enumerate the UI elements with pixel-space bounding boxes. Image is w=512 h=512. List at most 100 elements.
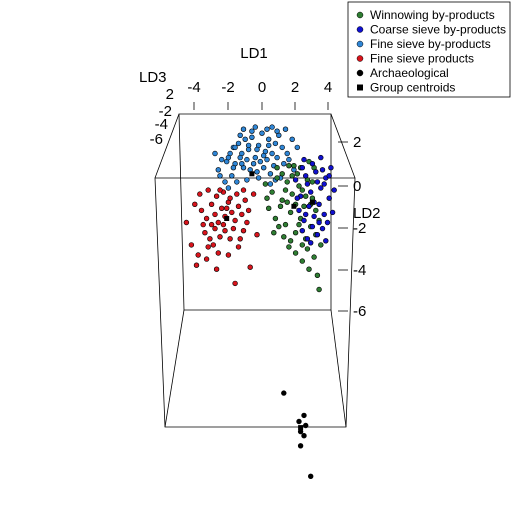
point-coarse-sieve-by-products <box>299 165 305 171</box>
ld3-tick-label: -4 <box>155 116 168 133</box>
point-fine-sieve-by-products <box>219 156 225 163</box>
point-archaeological <box>301 412 307 419</box>
point-fine-sieve-by-products <box>255 175 262 181</box>
point-winnowing-by-products <box>313 207 319 214</box>
point-fine-sieve-products <box>203 256 210 262</box>
ld1-tick-label: 2 <box>291 79 299 96</box>
point-fine-sieve-products <box>240 228 247 234</box>
point-fine-sieve-products <box>217 234 223 240</box>
data-points <box>183 124 337 479</box>
point-fine-sieve-by-products <box>286 156 292 163</box>
point-fine-sieve-by-products <box>266 142 272 149</box>
point-coarse-sieve-by-products <box>329 209 336 216</box>
point-coarse-sieve-by-products <box>304 181 311 187</box>
point-fine-sieve-products <box>210 242 217 248</box>
point-fine-sieve-by-products <box>242 136 248 143</box>
point-coarse-sieve-by-products <box>321 181 327 187</box>
point-coarse-sieve-by-products <box>303 173 309 179</box>
point-winnowing-by-products <box>269 189 275 195</box>
point-fine-sieve-by-products <box>240 126 247 132</box>
point-coarse-sieve-by-products <box>316 219 322 226</box>
point-archaeological <box>297 443 304 449</box>
point-fine-sieve-products <box>203 215 210 222</box>
point-fine-sieve-products <box>220 221 227 228</box>
point-winnowing-by-products <box>271 230 277 236</box>
point-fine-sieve-by-products <box>230 165 237 171</box>
point-fine-sieve-products <box>195 252 201 258</box>
point-fine-sieve-products <box>205 187 211 193</box>
point-winnowing-by-products <box>296 221 302 228</box>
point-winnowing-by-products <box>286 163 292 169</box>
point-coarse-sieve-by-products <box>313 169 319 175</box>
point-winnowing-by-products <box>294 171 300 177</box>
point-fine-sieve-by-products <box>237 132 243 139</box>
point-winnowing-by-products <box>274 175 280 181</box>
point-coarse-sieve-by-products <box>309 223 316 230</box>
point-coarse-sieve-by-products <box>301 156 307 163</box>
point-fine-sieve-by-products <box>249 134 255 141</box>
point-fine-sieve-by-products <box>239 161 245 167</box>
point-fine-sieve-by-products <box>244 177 250 183</box>
point-fine-sieve-products <box>242 197 248 203</box>
legend-entry-label: Coarse sieve by-products <box>370 23 506 37</box>
point-fine-sieve-by-products <box>234 179 240 185</box>
point-coarse-sieve-by-products <box>314 179 321 185</box>
plot-box <box>154 113 356 428</box>
point-fine-sieve-by-products <box>264 156 270 163</box>
point-fine-sieve-products <box>213 193 220 199</box>
point-winnowing-by-products <box>291 163 297 169</box>
point-fine-sieve-by-products <box>254 169 260 175</box>
point-coarse-sieve-by-products <box>326 173 332 179</box>
legend-symbol <box>356 69 364 77</box>
point-coarse-sieve-by-products <box>308 189 314 195</box>
point-coarse-sieve-by-products <box>309 161 316 167</box>
point-fine-sieve-by-products <box>269 150 275 157</box>
point-winnowing-by-products <box>299 187 305 193</box>
point-winnowing-by-products <box>266 205 272 212</box>
point-coarse-sieve-by-products <box>318 154 324 161</box>
legend-symbol <box>357 84 363 91</box>
centroid-archaeological <box>298 425 304 431</box>
point-winnowing-by-products <box>289 173 295 179</box>
point-fine-sieve-by-products <box>250 161 257 167</box>
point-fine-sieve-by-products <box>257 158 263 165</box>
point-coarse-sieve-by-products <box>324 219 331 226</box>
point-winnowing-by-products <box>314 272 321 278</box>
point-fine-sieve-products <box>227 236 233 242</box>
axis-title-ld2: LD2 <box>353 205 381 222</box>
point-fine-sieve-by-products <box>264 126 270 132</box>
point-winnowing-by-products <box>284 199 290 205</box>
point-fine-sieve-by-products <box>274 154 280 161</box>
point-winnowing-by-products <box>279 197 285 203</box>
point-coarse-sieve-by-products <box>321 211 327 218</box>
legend-entry-label: Group centroids <box>370 81 455 95</box>
point-winnowing-by-products <box>286 244 292 250</box>
point-coarse-sieve-by-products <box>319 167 326 173</box>
point-coarse-sieve-by-products <box>318 185 324 191</box>
point-fine-sieve-products <box>217 187 223 193</box>
point-fine-sieve-by-products <box>294 144 300 151</box>
point-fine-sieve-products <box>213 266 220 272</box>
point-winnowing-by-products <box>311 254 317 260</box>
legend-symbol <box>356 55 364 62</box>
point-coarse-sieve-by-products <box>292 177 299 183</box>
point-fine-sieve-by-products <box>282 126 289 132</box>
legend-entry-label: Archaeological <box>370 66 449 80</box>
point-fine-sieve-products <box>202 230 208 236</box>
point-fine-sieve-products <box>235 244 242 250</box>
point-fine-sieve-products <box>215 250 222 256</box>
point-coarse-sieve-by-products <box>299 228 305 234</box>
point-fine-sieve-by-products <box>279 144 285 151</box>
point-fine-sieve-by-products <box>267 171 274 177</box>
point-coarse-sieve-by-products <box>301 217 307 224</box>
ld1-tick-label: 4 <box>324 79 332 96</box>
point-fine-sieve-products <box>219 205 225 212</box>
legend-symbol <box>356 26 364 33</box>
point-fine-sieve-products <box>230 225 237 232</box>
point-fine-sieve-by-products <box>289 136 295 143</box>
point-fine-sieve-by-products <box>222 179 228 185</box>
point-fine-sieve-by-products <box>215 167 222 173</box>
point-winnowing-by-products <box>303 193 309 199</box>
